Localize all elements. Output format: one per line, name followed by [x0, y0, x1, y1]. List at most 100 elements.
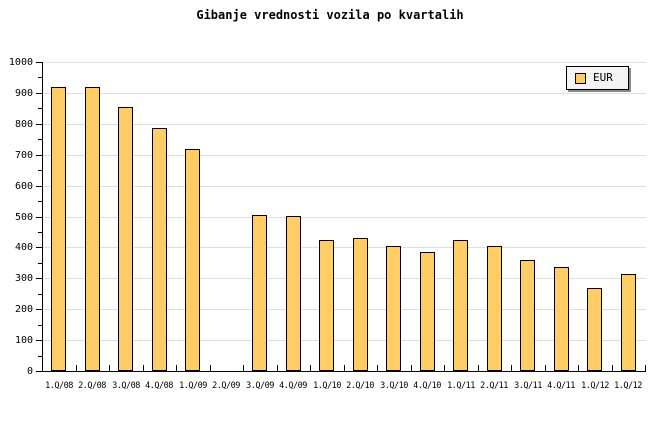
- y-tick-label: 300: [14, 273, 33, 284]
- bar-2.Q/08: [85, 87, 100, 371]
- x-tick-label: 3.Q/09: [246, 381, 274, 391]
- y-minor-tick: [38, 139, 42, 140]
- y-tick-label: 100: [14, 335, 33, 346]
- y-major-tick: [36, 124, 42, 125]
- y-major-tick: [36, 186, 42, 187]
- bar-1.Q/11: [453, 240, 468, 371]
- y-major-tick: [36, 247, 42, 248]
- bar-1.Q/10: [319, 240, 334, 371]
- x-axis-tick: [612, 365, 613, 371]
- y-axis-line: [42, 62, 43, 372]
- x-tick-label: 1.Q/08: [45, 381, 73, 391]
- x-axis-tick: [344, 365, 345, 371]
- x-tick-label: 2.Q/11: [480, 381, 508, 391]
- bar-4.Q/11: [554, 267, 569, 371]
- x-tick-label: 1.Q/09: [179, 381, 207, 391]
- bar-3.Q/08: [118, 107, 133, 371]
- y-minor-tick: [38, 232, 42, 233]
- bar-2.Q/11: [487, 246, 502, 371]
- gridline-500: [43, 217, 646, 218]
- chart-title: Gibanje vrednosti vozila po kvartalih: [196, 8, 464, 22]
- legend-label: EUR: [593, 71, 613, 84]
- y-minor-tick: [38, 263, 42, 264]
- y-minor-tick: [38, 325, 42, 326]
- y-tick-label: 500: [14, 212, 33, 223]
- y-major-tick: [36, 62, 42, 63]
- bar-1.Q/09: [185, 149, 200, 371]
- gridline-700: [43, 155, 646, 156]
- y-minor-tick: [38, 356, 42, 357]
- x-axis-tick: [176, 365, 177, 371]
- y-minor-tick: [38, 294, 42, 295]
- bar-2.Q/10: [353, 238, 368, 371]
- y-major-tick: [36, 309, 42, 310]
- x-tick-label: 1.Q/12: [581, 381, 609, 391]
- bar-1.Q/12: [621, 274, 636, 371]
- gridline-200: [43, 309, 646, 310]
- y-minor-tick: [38, 77, 42, 78]
- x-axis-tick: [277, 365, 278, 371]
- x-axis-tick: [444, 365, 445, 371]
- gridline-800: [43, 124, 646, 125]
- x-axis-tick: [645, 365, 646, 371]
- x-axis-line: [42, 371, 646, 372]
- gridline-100: [43, 340, 646, 341]
- x-axis-tick: [578, 365, 579, 371]
- y-tick-label: 700: [14, 150, 33, 161]
- gridline-1000: [43, 62, 646, 63]
- y-minor-tick: [38, 201, 42, 202]
- x-axis-tick: [76, 365, 77, 371]
- x-axis-tick: [377, 365, 378, 371]
- bar-4.Q/10: [420, 252, 435, 371]
- bar-4.Q/08: [152, 128, 167, 371]
- bar-1.Q/08: [51, 87, 66, 371]
- legend: EUR: [566, 66, 629, 90]
- x-axis-tick: [109, 365, 110, 371]
- gridline-900: [43, 93, 646, 94]
- y-minor-tick: [38, 108, 42, 109]
- x-axis-tick: [310, 365, 311, 371]
- x-axis-tick: [411, 365, 412, 371]
- x-axis-tick: [210, 365, 211, 371]
- bar-4.Q/09: [286, 216, 301, 371]
- y-major-tick: [36, 93, 42, 94]
- y-tick-label: 900: [14, 88, 33, 99]
- y-major-tick: [36, 278, 42, 279]
- x-tick-label: 4.Q/09: [279, 381, 307, 391]
- gridline-600: [43, 186, 646, 187]
- x-tick-label: 4.Q/08: [145, 381, 173, 391]
- bar-3.Q/10: [386, 246, 401, 371]
- y-tick-label: 0: [26, 366, 33, 377]
- x-tick-label: 3.Q/11: [514, 381, 542, 391]
- bar-1.Q/12: [587, 288, 602, 371]
- y-tick-label: 600: [14, 181, 33, 192]
- x-axis-tick: [478, 365, 479, 371]
- y-tick-label: 200: [14, 304, 33, 315]
- y-tick-label: 1000: [8, 57, 33, 68]
- x-tick-label: 3.Q/10: [380, 381, 408, 391]
- y-major-tick: [36, 371, 42, 372]
- x-tick-label: 2.Q/10: [346, 381, 374, 391]
- y-major-tick: [36, 217, 42, 218]
- x-tick-label: 1.Q/12: [614, 381, 642, 391]
- bar-3.Q/11: [520, 260, 535, 371]
- gridline-400: [43, 247, 646, 248]
- x-axis-tick: [511, 365, 512, 371]
- legend-swatch-icon: [575, 72, 586, 84]
- y-major-tick: [36, 340, 42, 341]
- bar-3.Q/09: [252, 215, 267, 371]
- x-tick-label: 2.Q/08: [78, 381, 106, 391]
- x-tick-label: 4.Q/11: [547, 381, 575, 391]
- x-tick-label: 3.Q/08: [112, 381, 140, 391]
- y-tick-label: 800: [14, 119, 33, 130]
- x-axis-tick: [42, 365, 43, 371]
- x-tick-label: 2.Q/09: [212, 381, 240, 391]
- y-minor-tick: [38, 170, 42, 171]
- x-tick-label: 1.Q/10: [313, 381, 341, 391]
- gridline-300: [43, 278, 646, 279]
- x-axis-tick: [143, 365, 144, 371]
- y-major-tick: [36, 155, 42, 156]
- x-tick-label: 4.Q/10: [413, 381, 441, 391]
- x-axis-tick: [243, 365, 244, 371]
